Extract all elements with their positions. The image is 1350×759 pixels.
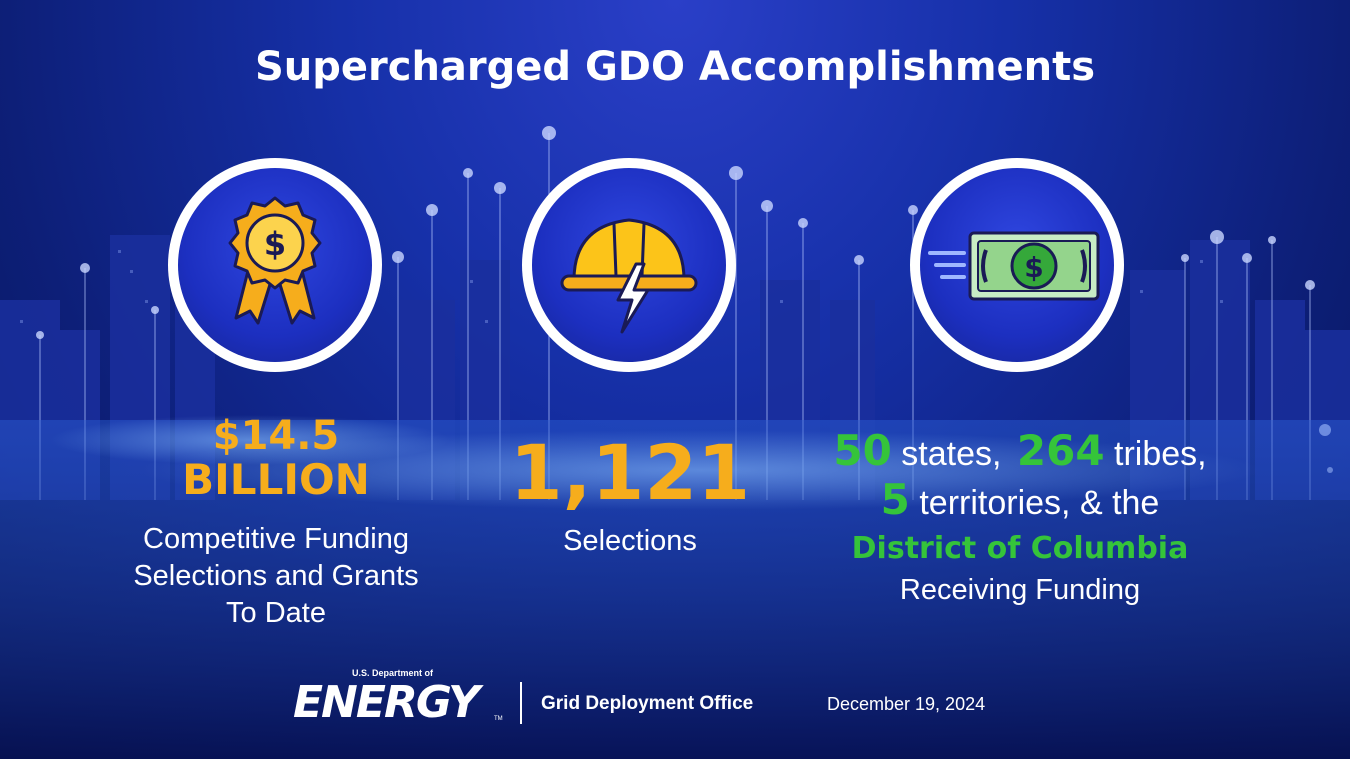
trademark-mark: TM	[494, 716, 503, 722]
department-small-label: U.S. Department of	[352, 668, 434, 678]
moving-dollar-bill-icon: $	[928, 231, 1100, 301]
office-name: Grid Deployment Office	[541, 693, 754, 714]
tribes-count: 264	[1016, 426, 1105, 475]
tribes-label: tribes,	[1104, 435, 1207, 473]
reach-stat: 50 states, 264 tribes, 5 territories, & …	[795, 428, 1245, 609]
energy-logo: ENERGY	[293, 677, 480, 728]
funding-unit: BILLION	[182, 455, 370, 504]
selections-label: Selections	[563, 525, 697, 557]
award-badge: $	[168, 158, 382, 372]
states-tribes-line: 50 states, 264 tribes,	[795, 428, 1245, 477]
territories-line: 5 territories, & the	[795, 477, 1245, 526]
hard-hat-lightning-icon	[560, 218, 698, 334]
selections-stat: 1,121 Selections	[500, 425, 760, 560]
selections-count: 1,121	[509, 428, 751, 517]
hard-hat-badge	[522, 158, 736, 372]
territories-label: territories, & the	[909, 484, 1160, 522]
money-badge: $	[910, 158, 1124, 372]
footer-divider	[520, 682, 522, 724]
territories-count: 5	[880, 475, 910, 524]
district-label: District of Columbia	[851, 531, 1189, 566]
funding-description-line3: To Date	[226, 597, 326, 629]
presentation-date: December 19, 2024	[827, 694, 986, 714]
funding-description-line1: Competitive Funding	[143, 523, 409, 555]
award-ribbon-dollar-icon: $	[228, 196, 322, 325]
page-title: Supercharged GDO Accomplishments	[254, 44, 1096, 90]
funding-amount: $14.5	[212, 413, 340, 459]
svg-text:$: $	[264, 225, 286, 263]
receiving-funding-label: Receiving Funding	[899, 574, 1141, 606]
funding-description-line2: Selections and Grants	[133, 560, 419, 592]
states-count: 50	[833, 426, 892, 475]
states-label: states,	[891, 435, 1002, 473]
svg-text:$: $	[1024, 251, 1043, 284]
funding-stat: $14.5 BILLION Competitive Funding Select…	[100, 415, 452, 632]
